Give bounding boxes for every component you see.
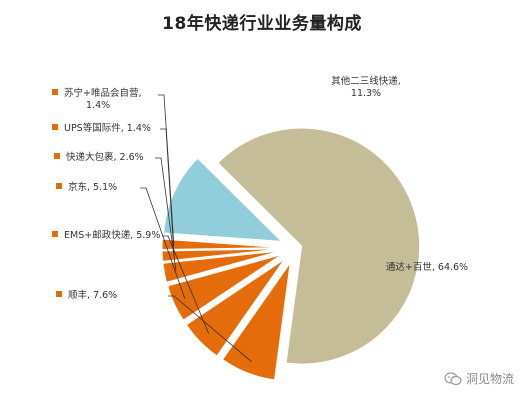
- pie-slice: [161, 238, 281, 251]
- pie-slice: [161, 248, 281, 262]
- leader-line: [140, 187, 186, 299]
- pie-slice: [162, 250, 281, 283]
- watermark-text: 洞见物流: [465, 372, 514, 386]
- leader-line: [160, 128, 175, 256]
- label-color-key: [54, 153, 60, 159]
- slice-label: 快递大包裹, 2.6%: [66, 151, 144, 163]
- label-color-key: [56, 183, 62, 189]
- wechat-icon: [444, 371, 462, 385]
- pie-slice: [217, 127, 421, 365]
- slice-label: UPS等国际件, 1.4%: [64, 122, 151, 134]
- pie-slice: [185, 258, 285, 357]
- pie-slice: [163, 157, 283, 242]
- label-color-key: [52, 124, 58, 130]
- slice-label: 顺丰, 7.6%: [68, 289, 117, 301]
- pie-slice: [221, 262, 291, 381]
- leader-line: [168, 295, 252, 363]
- label-color-key: [52, 89, 58, 95]
- leader-line: [158, 94, 175, 245]
- label-color-key: [52, 231, 58, 237]
- slice-label: 京东, 5.1%: [68, 181, 117, 193]
- slice-label: 其他二三线快递, 11.3%: [331, 75, 401, 99]
- leader-line: [155, 157, 177, 271]
- slice-label: 通达+百世, 64.6%: [386, 261, 468, 273]
- leader-line: [162, 235, 210, 334]
- slice-label: EMS+邮政快递, 5.9%: [64, 229, 160, 241]
- slice-label: 苏宁+唯品会自营, 1.4%: [64, 87, 141, 111]
- label-color-key: [56, 291, 62, 297]
- watermark: 洞见物流: [444, 370, 514, 387]
- chart-title: 18年快递行业业务量构成: [162, 14, 362, 34]
